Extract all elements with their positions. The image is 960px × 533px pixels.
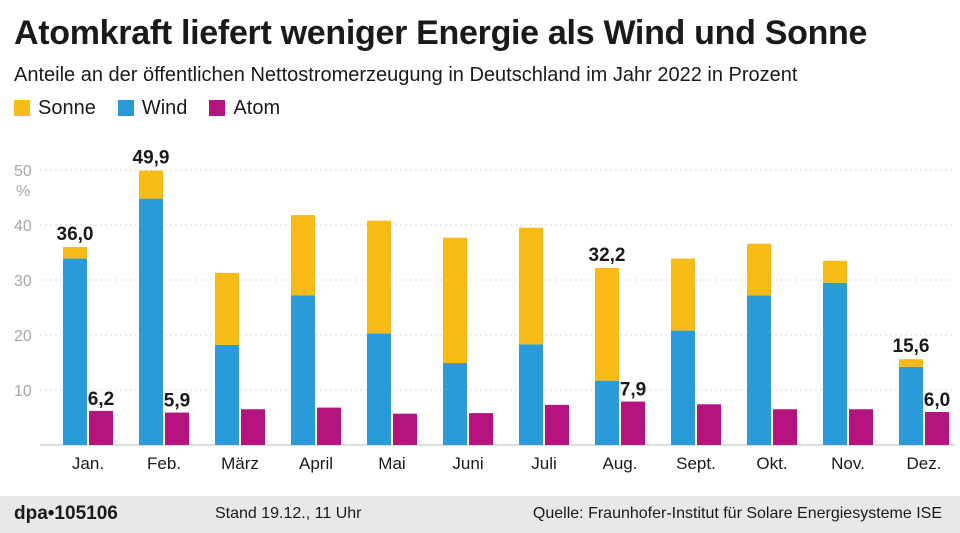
x-tick-label-month-9: Sept. <box>676 454 716 473</box>
x-tick-label-month-12: Dez. <box>907 454 942 473</box>
chart-subtitle: Anteile an der öffentlichen Nettostromer… <box>14 64 798 86</box>
bar-atom-month-8 <box>621 401 645 445</box>
x-tick-label-month-11: Nov. <box>831 454 865 473</box>
bar-sonne-month-6 <box>443 237 467 364</box>
y-tick-label-30: 30 <box>14 273 32 290</box>
bar-atom-month-2 <box>165 412 189 445</box>
bar-atom-month-6 <box>469 413 493 445</box>
bar-sonne-month-3 <box>215 272 239 345</box>
chart-title: Atomkraft liefert weniger Energie als Wi… <box>14 14 868 52</box>
legend-swatch-atom <box>209 100 226 116</box>
bar-wind-month-6 <box>443 363 467 445</box>
bar-atom-month-1 <box>89 410 113 445</box>
legend-item-sonne: Sonne <box>14 97 96 120</box>
y-tick-label-10: 10 <box>14 383 32 400</box>
data-label-1: 6,2 <box>88 389 114 410</box>
bar-wind-month-10 <box>747 295 771 445</box>
x-tick-label-month-2: Feb. <box>147 454 181 473</box>
legend-label-atom: Atom <box>233 96 281 119</box>
stand-date: Stand 19.12., 11 Uhr <box>215 505 362 522</box>
bar-wind-month-2 <box>139 198 163 445</box>
bar-wind-month-1 <box>63 258 87 445</box>
legend-label-wind: Wind <box>141 96 188 119</box>
x-tick-label-month-8: Aug. <box>603 454 638 473</box>
bar-wind-month-8 <box>595 380 619 445</box>
x-tick-label-month-6: Juni <box>452 454 483 473</box>
bar-sonne-month-2 <box>139 170 163 199</box>
x-tick-label-month-3: März <box>221 454 259 473</box>
bar-atom-month-9 <box>697 404 721 445</box>
legend-label-sonne: Sonne <box>38 96 96 119</box>
bar-sonne-month-4 <box>291 215 315 296</box>
bar-atom-month-10 <box>773 409 797 445</box>
bar-atom-month-7 <box>545 404 569 445</box>
legend-item-atom: Atom <box>209 97 280 120</box>
data-label-3: 5,9 <box>164 391 190 412</box>
bar-wind-month-11 <box>823 282 847 445</box>
bar-wind-month-4 <box>291 295 315 445</box>
y-tick-label-40: 40 <box>14 218 32 235</box>
data-label-6: 15,6 <box>893 336 930 357</box>
x-tick-label-month-4: April <box>299 454 333 473</box>
bar-sonne-month-12 <box>899 359 923 367</box>
bar-sonne-month-7 <box>519 227 543 345</box>
data-label-2: 49,9 <box>133 148 170 169</box>
data-label-7: 6,0 <box>924 390 950 411</box>
x-tick-label-month-10: Okt. <box>756 454 787 473</box>
bar-wind-month-12 <box>899 366 923 445</box>
x-tick-label-month-7: Juli <box>531 454 557 473</box>
bar-atom-month-3 <box>241 409 265 445</box>
legend-swatch-sonne <box>14 100 30 116</box>
bar-atom-month-5 <box>393 413 417 445</box>
bar-sonne-month-11 <box>823 260 847 283</box>
brand-logo: dpa•105106 <box>14 503 118 524</box>
bar-wind-month-7 <box>519 344 543 445</box>
bar-wind-month-5 <box>367 333 391 445</box>
data-label-5: 7,9 <box>620 380 646 401</box>
bar-sonne-month-8 <box>595 267 619 381</box>
bar-chart: 10 20 30 40 50% Jan. Feb. März April Mai Juni Juli A… <box>14 148 955 473</box>
footer: dpa•105106 Stand 19.12., 11 Uhr Quelle: … <box>0 496 960 533</box>
bar-sonne-month-1 <box>63 247 87 259</box>
bar-atom-month-4 <box>317 407 341 445</box>
legend-item-wind: Wind <box>117 96 188 120</box>
y-tick-label-50: 50 <box>14 163 32 180</box>
legend-swatch-wind <box>117 100 134 116</box>
data-label-4: 32,2 <box>589 245 626 266</box>
y-tick-label-20: 20 <box>14 328 32 345</box>
bar-wind-month-3 <box>215 344 239 445</box>
bar-atom-month-11 <box>849 409 873 445</box>
x-tick-label-month-1: Jan. <box>72 454 104 473</box>
bar-wind-month-9 <box>671 330 695 445</box>
x-tick-label-month-5: Mai <box>378 454 405 473</box>
data-label-0: 36,0 <box>57 224 94 245</box>
y-unit-label: % <box>16 183 30 200</box>
bar-atom-month-12 <box>925 412 949 445</box>
bar-sonne-month-9 <box>671 258 695 331</box>
bar-sonne-month-10 <box>747 243 771 296</box>
bar-sonne-month-5 <box>367 220 391 334</box>
legend: Sonne Wind Atom <box>14 96 302 120</box>
source-note: Quelle: Fraunhofer-Institut für Solare E… <box>532 505 942 522</box>
